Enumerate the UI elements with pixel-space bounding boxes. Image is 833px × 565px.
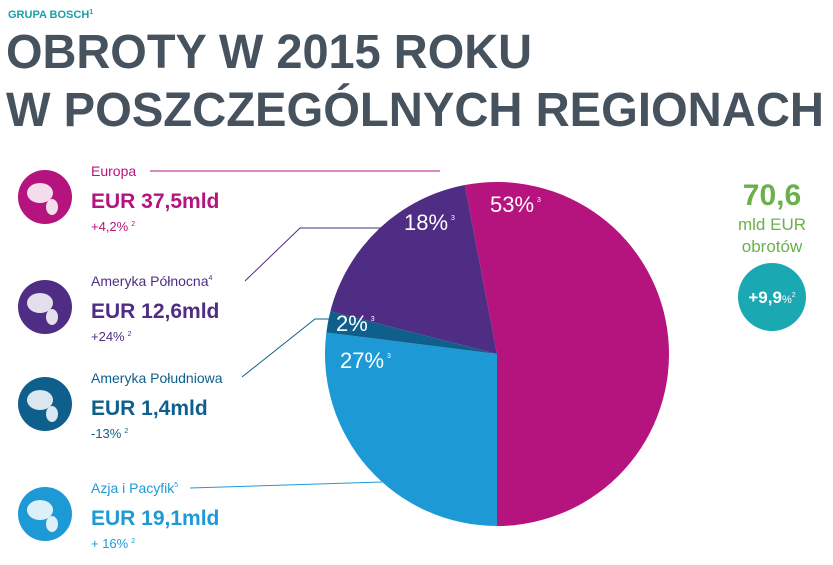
region: Azja i Pacyfik5 EUR 19,1mld + 16% 2 [18,480,219,551]
region-name: Azja i Pacyfik5 [91,480,178,496]
region-name: Ameryka Południowa [91,370,223,386]
region-name-note: 5 [174,482,178,489]
pie-slice [464,182,669,527]
region-name-text: Europa [91,163,136,179]
region-growth: + 16% 2 [91,536,135,551]
slice-label: 18% 3 [404,210,455,235]
slice-label-note: 3 [371,316,375,323]
growth-note: 2 [792,292,796,299]
pie: 53% 318% 32% 327% 3 [325,182,669,527]
brand-text: GRUPA BOSCH [8,9,89,21]
title-line: W POSZCZEGÓLNYCH REGIONACH [6,82,824,137]
total-caption: obrotów [742,237,803,256]
slice-label-note: 3 [387,353,391,360]
slice-label-value: 27% [340,348,384,373]
region-growth: +4,2% 2 [91,219,135,234]
total-growth: +9,9%2 [748,288,795,307]
slice-label-note: 3 [537,197,541,204]
region-growth-value: -13% [91,426,122,441]
pie-slice [325,332,497,526]
growth-badge [738,263,806,331]
slice-label-value: 18% [404,210,448,235]
pie-slice [330,185,497,354]
globe-land [46,406,58,422]
region-amount: EUR 12,6mld [91,300,219,323]
globe-land [46,309,58,325]
region-name-text: Ameryka Południowa [91,370,223,386]
region: Ameryka Południowa EUR 1,4mld -13% 2 [18,370,223,441]
slice-label-note: 3 [451,215,455,222]
globe-land [46,199,58,215]
brand-note: 1 [89,9,93,16]
region-name-text: Azja i Pacyfik [91,480,175,496]
globe-land [27,500,53,520]
region-growth: +24% 2 [91,329,132,344]
slice-label: 53% 3 [490,192,541,217]
region-growth-note: 2 [131,538,135,545]
title-line: OBROTY W 2015 ROKU [6,26,532,79]
region-amount: EUR 1,4mld [91,397,208,420]
globe-land [27,390,53,410]
region-growth-value: +4,2% [91,219,129,234]
region-name-note: 4 [209,275,213,282]
region-growth-note: 2 [128,331,132,338]
growth-value: +9,9 [748,288,782,307]
region-name: Europa [91,163,136,179]
region: Ameryka Północna4 EUR 12,6mld +24% 2 [18,273,219,344]
total-value: 70,6 [743,179,801,212]
region-growth: -13% 2 [91,426,128,441]
globe-land [46,516,58,532]
growth-unit: % [782,294,792,306]
region-growth-note: 2 [131,221,135,228]
slice-label-value: 2% [336,311,368,336]
leader-line [241,318,330,378]
globe-land [27,183,53,203]
region-name: Ameryka Północna4 [91,273,213,289]
region-name-text: Ameryka Północna [91,273,209,289]
slice-label: 27% 3 [340,348,391,373]
region-amount: EUR 37,5mld [91,190,219,213]
region-growth-note: 2 [124,428,128,435]
globe-land [27,293,53,313]
region-amount: EUR 19,1mld [91,507,219,530]
slice-label-value: 53% [490,192,534,217]
pie-slice [326,311,497,354]
region-growth-value: +24% [91,329,125,344]
region: Europa EUR 37,5mld +4,2% 2 [18,163,219,234]
slice-label: 2% 3 [336,311,375,336]
total-unit: mld EUR [738,215,806,234]
brand: GRUPA BOSCH1 [8,9,93,21]
leader-line [189,481,383,489]
region-growth-value: + 16% [91,536,129,551]
